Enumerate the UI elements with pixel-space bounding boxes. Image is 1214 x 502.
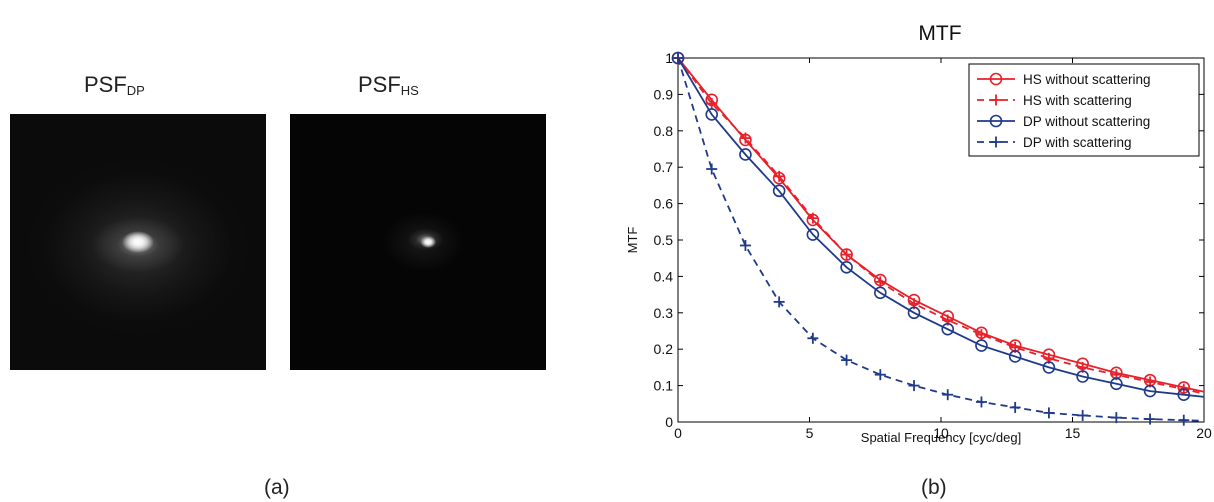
- legend-item-0: HS without scattering: [977, 72, 1151, 87]
- y-tick-label-8: 0.8: [654, 123, 674, 139]
- legend-item-1: HS with scattering: [977, 93, 1132, 108]
- legend-label-0: HS without scattering: [1023, 72, 1151, 87]
- y-axis-label: MTF: [625, 227, 640, 254]
- legend-marker-3: [990, 136, 1002, 148]
- series-2-point-11: [1042, 361, 1056, 374]
- y-tick-label-4: 0.4: [654, 268, 674, 284]
- legend-label-3: DP with scattering: [1023, 135, 1132, 150]
- series-2-point-14: [1143, 384, 1157, 398]
- x-tick-label-1: 5: [806, 425, 814, 441]
- psf-hs-title-sub: HS: [400, 83, 419, 98]
- legend-label-2: DP without scattering: [1023, 114, 1150, 129]
- series-2-point-7: [907, 306, 921, 320]
- legend-label-1: HS with scattering: [1023, 93, 1132, 108]
- x-tick-label-2: 10: [933, 425, 949, 441]
- legend-marker-0: [989, 72, 1003, 86]
- panel-label-a: (a): [264, 476, 290, 499]
- x-tick-label-0: 0: [674, 425, 682, 441]
- chart-title: MTF: [918, 22, 961, 45]
- y-tick-label-0: 0: [665, 414, 673, 430]
- series-line-1: [677, 57, 1205, 395]
- x-tick-label-4: 20: [1196, 425, 1212, 441]
- y-tick-label-1: 0.1: [654, 378, 674, 394]
- series-1-point-5: [841, 249, 853, 261]
- series-3: [672, 52, 1205, 426]
- y-tick-label-2: 0.2: [654, 341, 674, 357]
- y-tick-label-3: 0.3: [654, 305, 674, 321]
- series-3-point-8: [942, 389, 954, 401]
- series-3-point-1: [706, 163, 718, 175]
- psf-dp-title-main: PSF: [84, 72, 127, 97]
- y-tick-label-5: 0.5: [654, 232, 674, 248]
- series-3-point-12: [1077, 409, 1089, 421]
- series-1-point-3: [773, 170, 785, 182]
- series-2-point-10: [1008, 350, 1022, 363]
- series-3-point-6: [874, 369, 886, 381]
- psf-dp-title-sub: DP: [126, 83, 145, 98]
- legend: HS without scattering HS with scattering D…: [968, 63, 1200, 157]
- series-3-point-15: [1178, 414, 1190, 426]
- psf-hs-title: PSFHS: [358, 72, 419, 98]
- psf-hs-image: [290, 114, 546, 370]
- series-3-point-4: [807, 332, 819, 344]
- psf-hs-title-main: PSF: [358, 72, 401, 97]
- y-tick-label-9: 0.9: [654, 86, 674, 102]
- series-2-point-13: [1110, 377, 1123, 391]
- y-tick-label-6: 0.6: [654, 196, 674, 212]
- series-2-point-8: [941, 322, 955, 336]
- series-2-point-3: [772, 184, 786, 198]
- x-tick-label-3: 15: [1065, 425, 1081, 441]
- y-tick-label-7: 0.7: [654, 159, 674, 175]
- series-3-point-11: [1043, 407, 1055, 419]
- legend-item-3: DP with scattering: [977, 135, 1132, 150]
- series-3-point-5: [841, 354, 853, 366]
- series-3-point-0: [672, 52, 684, 64]
- series-2-point-5: [840, 260, 853, 274]
- series-2-point-4: [806, 228, 820, 241]
- psf-dp-title: PSFDP: [84, 72, 145, 98]
- legend-marker-2: [989, 114, 1003, 128]
- y-tick-label-10: 1: [665, 50, 673, 66]
- psf-dp-image: [10, 114, 266, 370]
- x-axis-label: Spatial Frequency [cyc/deg]: [861, 430, 1021, 445]
- legend-marker-1: [990, 94, 1002, 106]
- series-3-point-2: [739, 239, 751, 251]
- series-1-point-6: [874, 276, 886, 288]
- series-line-2: [677, 57, 1205, 398]
- axis-ticks: 0 5 10 15 20 0 0.1 0.2 0.3 0.4 0.5 0.6 0.7 0.8 0.9 1: [654, 50, 1212, 441]
- legend-item-2: DP without scattering: [977, 114, 1150, 129]
- series-1-point-4: [807, 212, 819, 224]
- series-3-point-3: [773, 296, 785, 308]
- series-3-point-9: [975, 396, 987, 408]
- series-3-point-7: [908, 380, 920, 392]
- series-2-point-6: [873, 286, 887, 300]
- series-3-point-13: [1110, 412, 1122, 424]
- series-3-point-14: [1144, 413, 1156, 425]
- series-2-point-15: [1177, 388, 1191, 402]
- series-3-point-10: [1009, 401, 1021, 413]
- series-1-point-9: [975, 329, 987, 341]
- series-2-point-12: [1076, 370, 1089, 383]
- series-2-point-9: [975, 339, 988, 352]
- series-1-point-2: [739, 132, 751, 144]
- series-2-point-2: [739, 148, 752, 161]
- series-layer: [671, 51, 1205, 426]
- panel-label-b: (b): [921, 476, 947, 499]
- series-2-point-1: [705, 108, 719, 121]
- series-1-point-1: [706, 98, 718, 109]
